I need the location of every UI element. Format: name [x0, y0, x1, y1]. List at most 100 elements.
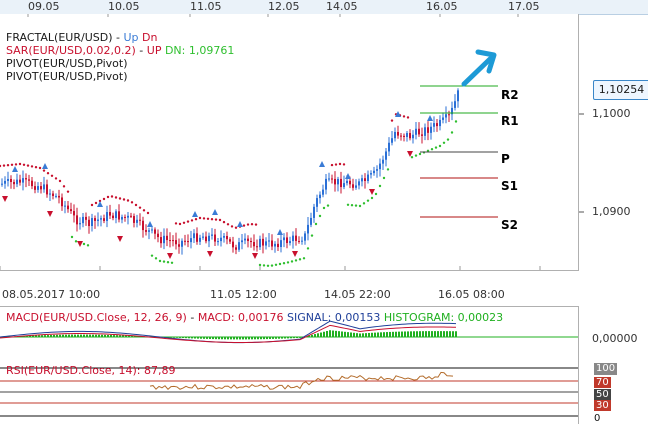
macd-hist-bar — [212, 337, 214, 340]
rsi-canvas[interactable] — [0, 362, 578, 424]
macd-legend[interactable]: MACD(EUR/USD.Close, 12, 26, 9) - MACD: 0… — [6, 312, 503, 324]
fractal-up-marker-icon — [192, 211, 198, 217]
macd-hist-bar — [131, 335, 133, 337]
macd-hist-bar — [377, 332, 379, 337]
macd-hist-bar — [269, 337, 271, 339]
sar-dot — [338, 162, 342, 166]
fractal-down-marker-icon — [2, 196, 8, 202]
sar-dot — [342, 163, 346, 166]
candle-body — [349, 180, 351, 185]
candle-body — [148, 230, 150, 232]
candle-body — [7, 178, 9, 181]
sar-dot — [226, 223, 230, 226]
candle-body — [97, 219, 99, 221]
macd-hist-bar — [227, 337, 229, 340]
sar-legend-dn: DN: 1,09761 — [164, 44, 235, 57]
macd-hist-bar — [347, 332, 349, 337]
sar-dot — [66, 190, 70, 193]
macd-canvas[interactable] — [0, 307, 578, 363]
macd-hist-bar — [68, 334, 70, 337]
sar-dot — [50, 174, 54, 177]
price-chart-canvas[interactable] — [0, 14, 578, 270]
macd-hist-bar — [245, 337, 247, 340]
macd-hist-bar — [311, 334, 313, 337]
candle-body — [100, 218, 102, 220]
macd-hist-bar — [356, 333, 358, 337]
sar-dot — [142, 209, 146, 212]
rsi-legend[interactable]: RSI(EUR/USD.Close, 14): 87,89 — [6, 364, 176, 377]
price-scale[interactable]: 1,1000 1,0900 — [579, 14, 648, 270]
macd-hist-bar — [395, 331, 397, 337]
sar-dot — [10, 163, 14, 166]
macd-hist-bar — [176, 337, 178, 338]
sar-dot — [6, 164, 10, 167]
sar-legend-sep: - — [139, 44, 144, 57]
macd-hist-bar — [41, 335, 43, 337]
sar-dot — [326, 204, 330, 207]
pivot-legend-2[interactable]: PIVOT(EUR/USD,Pivot) — [6, 70, 128, 83]
sar-dot — [426, 149, 430, 152]
candle-body — [319, 194, 321, 199]
macd-hist-bar — [434, 331, 436, 337]
sar-dot — [298, 258, 302, 261]
candle-body — [52, 193, 54, 196]
candle-body — [70, 209, 72, 212]
candle-body — [256, 246, 258, 248]
sar-dot — [182, 221, 186, 224]
macd-hist-bar — [128, 335, 130, 337]
sar-dot — [230, 225, 234, 228]
candle-body — [259, 238, 261, 248]
candle-body — [325, 178, 327, 190]
candle-body — [226, 235, 228, 240]
candle-body — [334, 178, 336, 185]
candle-body — [427, 127, 429, 133]
candle-body — [271, 240, 273, 247]
candle-body — [379, 163, 381, 170]
fractal-down-marker-icon — [77, 241, 83, 247]
pivot-legend-1[interactable]: PIVOT(EUR/USD,Pivot) — [6, 57, 128, 70]
candle-body — [409, 133, 411, 139]
macd-hist-bar — [29, 335, 31, 337]
macd-hist-bar — [251, 337, 253, 340]
sar-dot — [198, 216, 202, 220]
macd-hist-bar — [185, 337, 187, 339]
macd-hist-bar — [230, 337, 232, 340]
price-chart-pane[interactable]: FRACTAL(EUR/USD) - Up Dn SAR(EUR/USD,0.0… — [0, 14, 579, 271]
candle-body — [220, 237, 222, 242]
sar-dot — [346, 203, 350, 206]
fractal-up-marker-icon — [395, 111, 401, 117]
sar-dot — [162, 260, 166, 263]
macd-pane[interactable]: MACD(EUR/USD.Close, 12, 26, 9) - MACD: 0… — [0, 306, 579, 364]
candle-body — [157, 233, 159, 238]
candle-body — [166, 235, 168, 241]
sar-dot — [314, 222, 318, 226]
macd-hist-bar — [116, 335, 118, 337]
macd-hist-bar — [125, 335, 127, 337]
candle-body — [340, 178, 342, 188]
macd-hist-bar — [194, 337, 196, 339]
macd-hist-bar — [392, 331, 394, 337]
sar-legend[interactable]: SAR(EUR/USD,0.02,0.2) - UP DN: 1,09761 — [6, 45, 234, 57]
candle-body — [124, 216, 126, 218]
macd-hist-bar — [80, 334, 82, 337]
candle-body — [130, 215, 132, 217]
candle-body — [34, 186, 36, 190]
macd-hist-bar — [419, 331, 421, 337]
candle-body — [418, 128, 420, 135]
sar-dot — [2, 164, 6, 167]
sar-dot — [26, 164, 30, 167]
fractal-down-marker-icon — [207, 251, 213, 257]
signal-line — [0, 324, 457, 343]
fractal-legend[interactable]: FRACTAL(EUR/USD) - Up Dn — [6, 32, 234, 44]
time-axis-label: 11.05 12:00 — [210, 288, 277, 301]
candle-body — [343, 183, 345, 188]
candle-body — [193, 233, 195, 239]
top-date-label: 10.05 — [108, 0, 140, 13]
macd-hist-bar — [122, 335, 124, 337]
macd-hist-bar — [371, 332, 373, 337]
sar-legend-up: UP — [146, 44, 162, 57]
top-date-axis: 09.05 10.05 11.05 12.05 14.05 16.05 17.0… — [0, 0, 648, 15]
candle-body — [346, 180, 348, 184]
rsi-pane[interactable]: RSI(EUR/USD.Close, 14): 87,89 — [0, 362, 579, 424]
sar-dot — [190, 219, 194, 222]
